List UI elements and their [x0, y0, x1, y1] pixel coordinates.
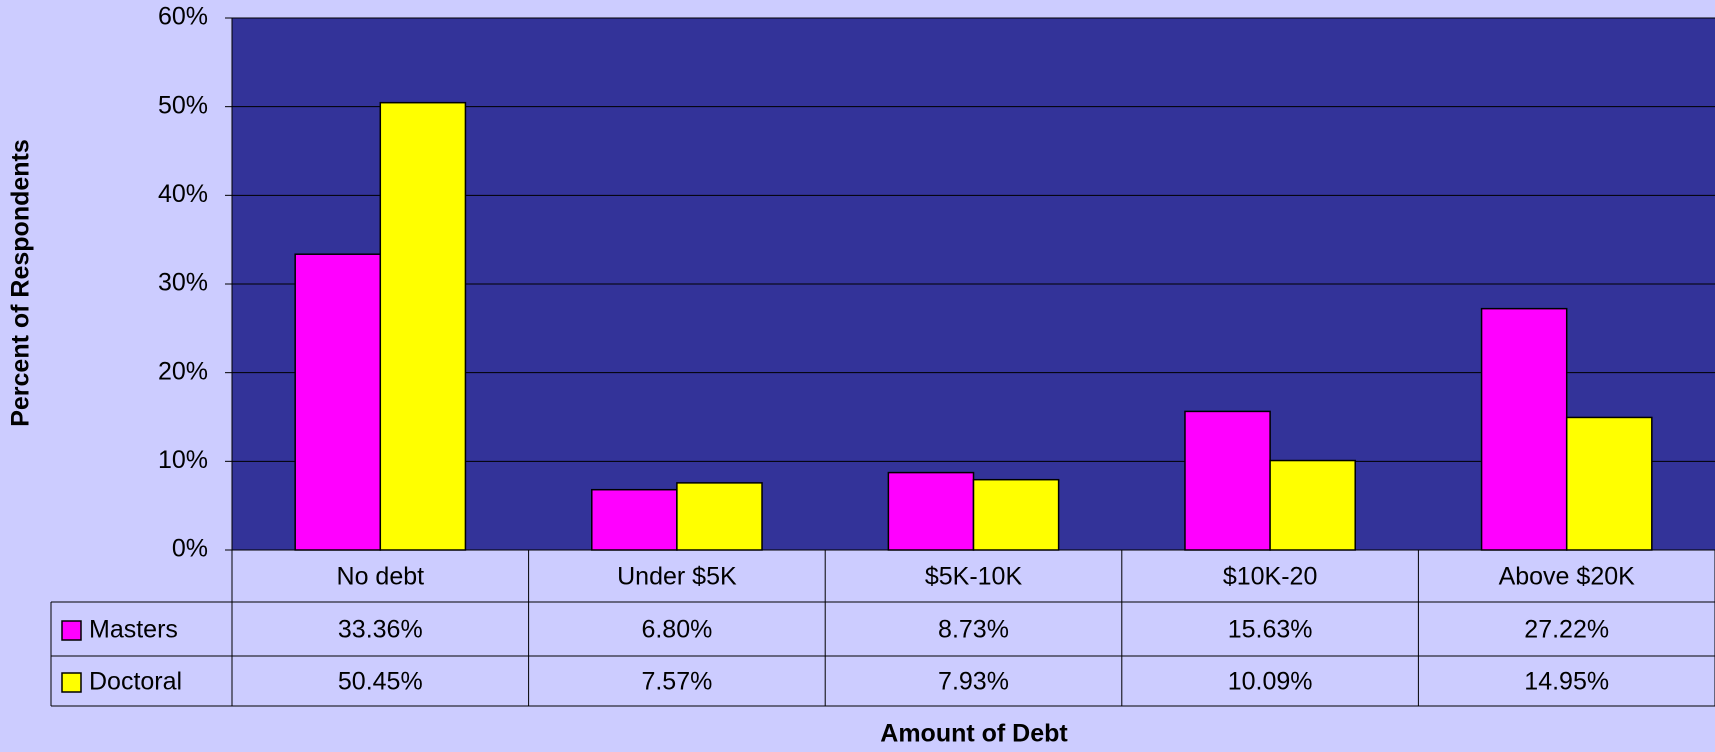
x-tick-label: Under $5K [617, 563, 737, 591]
data-label: 50.45% [338, 668, 423, 696]
bar [1480, 307, 1568, 551]
bar [676, 482, 763, 551]
bar [379, 101, 467, 551]
data-label: 8.73% [938, 616, 1009, 644]
data-label: 14.95% [1524, 668, 1609, 696]
bar [294, 253, 382, 551]
x-tick-label: Above $20K [1499, 563, 1636, 591]
legend-label: Masters [89, 616, 178, 644]
y-tick-label: 10% [158, 446, 208, 474]
bar [591, 488, 678, 551]
x-tick-label: No debt [337, 563, 425, 591]
y-tick-label: 30% [158, 269, 208, 297]
x-tick-label: $5K-10K [925, 563, 1023, 591]
legend-swatch [61, 620, 82, 641]
data-label: 33.36% [338, 616, 423, 644]
y-tick-label: 0% [172, 535, 208, 563]
data-label: 7.57% [641, 668, 712, 696]
y-tick-label: 40% [158, 180, 208, 208]
y-tick-label: 50% [158, 91, 208, 119]
bar [1269, 459, 1356, 551]
data-label: 27.22% [1524, 616, 1609, 644]
y-tick-label: 20% [158, 357, 208, 385]
bar [1565, 416, 1653, 551]
x-tick-label: $10K-20 [1223, 563, 1318, 591]
bar [1184, 410, 1271, 551]
data-label: 6.80% [641, 616, 712, 644]
data-label: 15.63% [1228, 616, 1313, 644]
data-label: 10.09% [1228, 668, 1313, 696]
x-axis-label: Amount of Debt [880, 720, 1068, 748]
legend-swatch [61, 672, 82, 693]
bar [972, 478, 1060, 551]
y-axis-label: Percent of Respondents [7, 139, 35, 427]
bar [887, 471, 975, 551]
legend-label: Doctoral [89, 668, 182, 696]
data-label: 7.93% [938, 668, 1009, 696]
y-tick-label: 60% [158, 3, 208, 31]
